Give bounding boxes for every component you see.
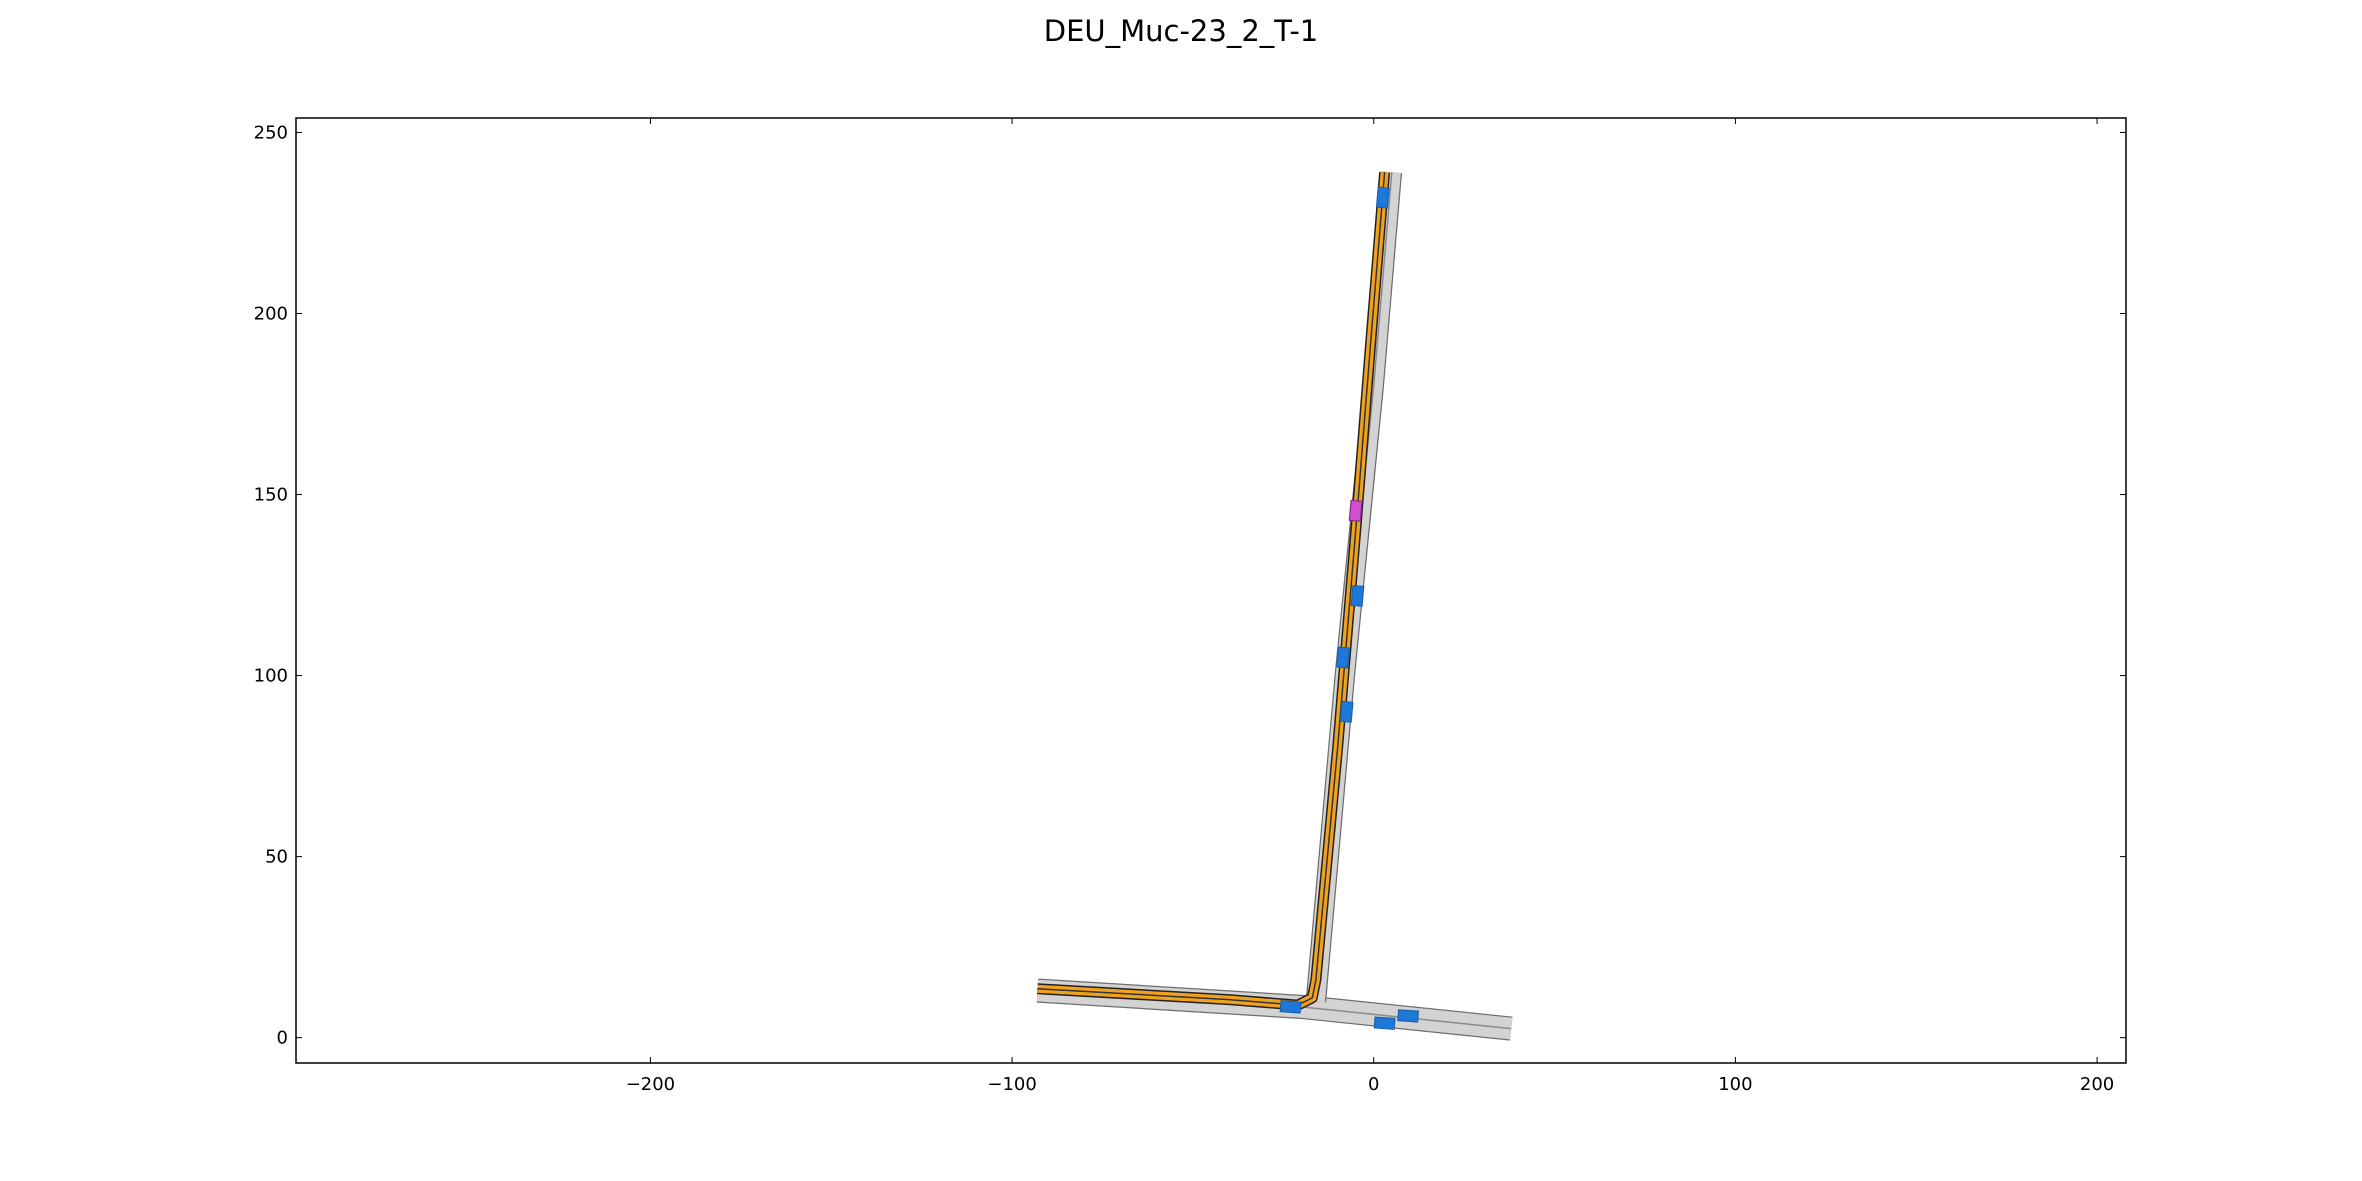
roads-layer [1036,171,1513,1041]
y-tick-label: 0 [277,1028,288,1049]
vehicle-marker-4 [1339,700,1354,723]
chart-title: DEU_Muc-23_2_T-1 [1043,14,1319,48]
vehicle-marker-7 [1397,1009,1419,1023]
vehicle-marker-6 [1373,1016,1396,1030]
x-tick-label: −100 [987,1074,1036,1095]
y-tick-label: 200 [254,304,288,325]
x-tick-label: 200 [2080,1074,2114,1095]
route-center-marking [1037,172,1386,1006]
vehicle-marker-3 [1336,646,1350,669]
y-tick-label: 50 [265,847,288,868]
vehicle-marker-1 [1375,186,1390,209]
vehicle-marker-2 [1350,584,1365,607]
vehicle-marker-5 [1279,1000,1302,1014]
y-tick-label: 250 [254,122,288,143]
x-tick-label: 100 [1718,1074,1752,1095]
ticks-layer: −200 −100 0 100 200 0 50 100 150 200 250 [254,118,2126,1095]
route-layer [1037,171,1391,1011]
y-tick-label: 100 [254,666,288,687]
y-tick-label: 150 [254,485,288,506]
x-tick-label: 0 [1368,1074,1379,1095]
axes-frame [295,117,2127,1064]
ego-vehicle-marker [1348,499,1363,522]
vehicles-layer [1279,186,1419,1030]
x-tick-label: −200 [626,1074,675,1095]
